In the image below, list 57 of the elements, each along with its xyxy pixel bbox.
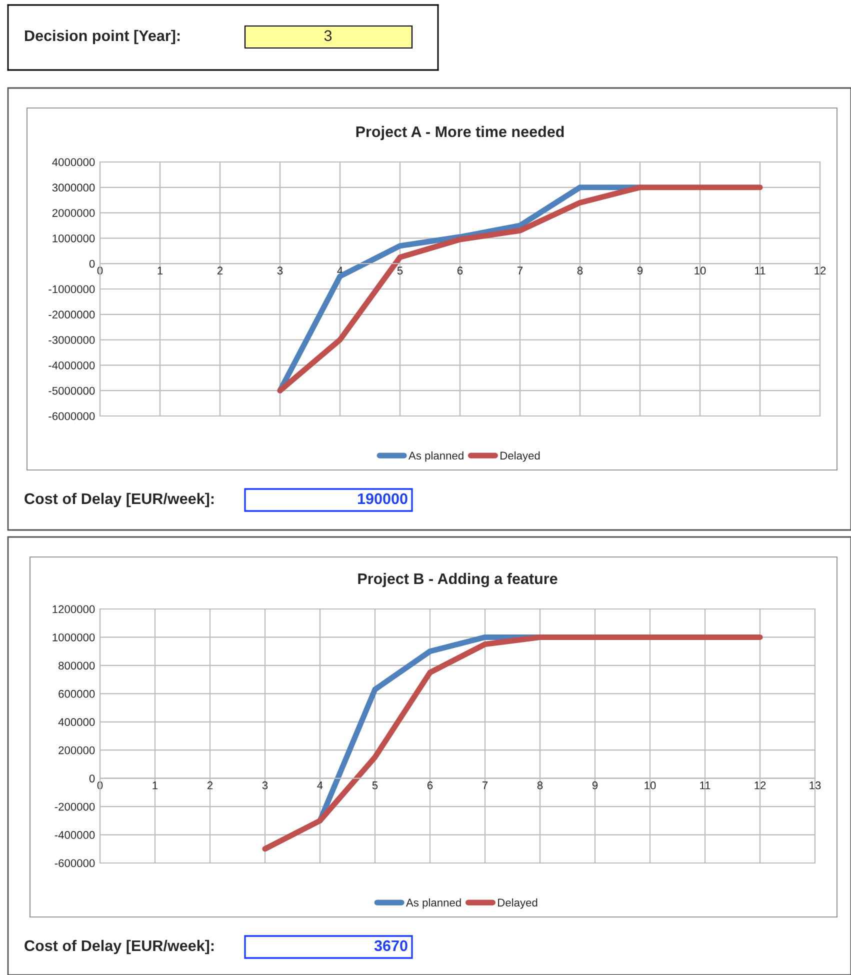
x-tick-label: 2 [207,781,213,790]
y-tick-label: 400000 [58,718,95,726]
chart-title: Project A - More time needed [356,126,564,140]
x-tick-label: 6 [427,781,433,790]
y-tick-label: 0 [89,260,95,268]
y-tick-label: 600000 [58,690,95,698]
x-tick-label: 9 [637,266,643,275]
y-tick-label: -2000000 [48,310,95,319]
text: Decision point [Year]: [25,30,180,44]
x-tick-label: 1 [158,266,163,274]
y-tick-label: -5000000 [48,386,95,395]
y-tick-label: 1000000 [52,234,95,242]
text: 3670 [374,940,408,952]
x-tick-label: 8 [577,266,583,275]
x-tick-label: 7 [482,782,488,790]
x-tick-label: 12 [814,266,826,274]
y-tick-label: 200000 [58,746,95,754]
y-tick-label: 4000000 [52,158,95,166]
x-tick-label: 11 [700,782,710,790]
legend-label: Delayed [498,898,538,909]
legend-label: Delayed [500,451,540,462]
x-tick-label: 13 [810,781,821,790]
text: 3 [324,30,332,42]
x-tick-label: 1 [152,782,158,790]
y-tick-label: -1000000 [48,285,95,294]
x-tick-label: 4 [317,782,323,790]
x-tick-label: 5 [397,266,403,275]
x-tick-label: 5 [372,782,378,790]
x-tick-label: 3 [277,266,283,275]
y-tick-label: -3000000 [48,336,95,344]
y-tick-label: -600000 [54,859,95,868]
text: Cost of Delay [EUR/week]: [24,492,214,508]
x-tick-label: 2 [217,266,223,274]
x-tick-label: 10 [644,781,656,790]
y-tick-label: -400000 [54,831,95,839]
y-tick-label: 0 [89,774,95,782]
x-tick-label: 12 [754,781,766,790]
text: Cost of Delay [EUR/week]: [24,940,214,954]
x-tick-label: 10 [694,266,706,275]
legend-label: As planned [406,898,461,909]
x-tick-label: 7 [517,266,523,274]
y-tick-label: 2000000 [52,209,95,217]
y-tick-label: 3000000 [52,184,95,192]
legend-label: As planned [408,451,464,462]
x-tick-label: 8 [537,781,543,790]
y-tick-label: 800000 [58,662,95,670]
y-tick-label: -6000000 [48,412,95,420]
y-tick-label: 1200000 [52,605,95,614]
chart-title: Project B - Adding a feature [358,572,558,588]
x-tick-label: 6 [457,266,463,275]
x-tick-label: 11 [755,266,766,274]
y-tick-label: -4000000 [48,361,95,370]
x-tick-label: 9 [592,781,598,790]
x-tick-label: 3 [262,781,268,790]
y-tick-label: 1000000 [52,633,95,642]
text: 190000 [358,493,408,504]
y-tick-label: -200000 [54,802,95,811]
